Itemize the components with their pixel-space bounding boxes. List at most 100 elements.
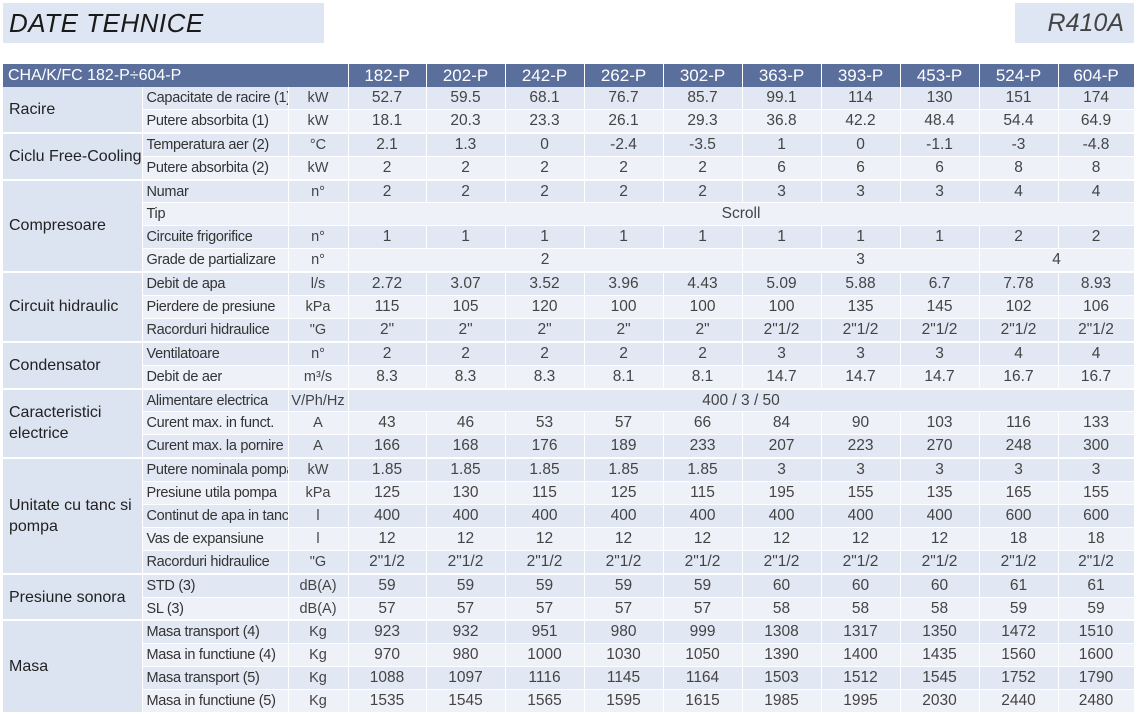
value-cell: 2.72 [348, 272, 427, 297]
value-cell: 115 [663, 481, 743, 506]
parameter-label: Putere nominala pompa [142, 458, 289, 483]
value-cell: 400 [348, 504, 427, 528]
value-cell: 12 [426, 527, 506, 551]
group-label: Ciclu Free-Cooling [3, 132, 143, 181]
value-cell: 135 [821, 295, 901, 319]
value-cell: 36.8 [742, 109, 822, 134]
parameter-label: Pierdere de presiune [142, 295, 289, 319]
value-cell: 400 [584, 504, 664, 528]
value-cell: 2"1/2 [348, 550, 427, 575]
unit-cell: l [288, 504, 349, 528]
value-cell: 1510 [1058, 620, 1135, 645]
value-cell: 195 [742, 481, 822, 506]
value-cell: 29.3 [663, 109, 743, 134]
table-row: Caracteristici electrice Alimentare elect… [3, 388, 1135, 460]
table-row: Vas de expansiune l 12 12 12 12 12 12 12 12 18 18 [3, 527, 1135, 551]
table-row: Condensator Ventilatoare n° 2 2 2 2 2 3 3 3 4 4 [3, 341, 1135, 390]
group-label: Presiune sonora [3, 573, 143, 622]
value-cell: 2 [584, 341, 664, 366]
parameter-label: Masa transport (4) [142, 620, 289, 645]
group-label: Compresoare [3, 179, 143, 274]
model-header: 604-P [1058, 64, 1135, 87]
value-cell: 2 [505, 179, 585, 204]
value-cell: 1000 [505, 643, 585, 668]
value-cell: 1390 [742, 643, 822, 668]
parameter-label: Vas de expansiune [142, 527, 289, 551]
refrigerant-label: R410A [1047, 9, 1124, 37]
parameter-label: Ventilatoare [142, 341, 289, 366]
value-cell: 8.3 [348, 365, 427, 390]
value-cell: 59 [348, 573, 427, 598]
value-cell: 130 [426, 481, 506, 506]
value-cell: 3.52 [505, 272, 585, 297]
value-cell: 1116 [505, 666, 585, 691]
table-row: Curent max. la pornire A 166 168 176 189 233 20… [3, 434, 1135, 460]
value-cell: 189 [584, 434, 664, 460]
value-cell: 980 [426, 643, 506, 668]
value-cell: 59 [584, 573, 664, 598]
value-cell: 2 [348, 179, 427, 204]
value-cell: 58 [742, 597, 822, 622]
value-cell: 105 [426, 295, 506, 319]
model-header: 182-P [348, 64, 427, 87]
group-label: Caracteristici electrice [3, 388, 143, 460]
value-cell: 8.1 [663, 365, 743, 390]
value-cell: 2" [348, 318, 427, 343]
parameter-label: SL (3) [142, 597, 289, 622]
value-cell: 18.1 [348, 109, 427, 134]
table-row: Circuit hidraulic Debit de apa l/s 2.72 3.07… [3, 272, 1135, 343]
value-cell: 1.3 [426, 132, 506, 157]
value-cell: 59.5 [426, 87, 506, 110]
model-header: 393-P [821, 64, 901, 87]
value-cell: 3.07 [426, 272, 506, 297]
value-cell: 59 [663, 573, 743, 598]
value-cell: 1088 [348, 666, 427, 691]
value-cell: 2480 [1058, 689, 1135, 714]
value-cell: 1512 [821, 666, 901, 691]
value-cell: 18 [979, 527, 1059, 551]
table-row: Grade de partializare n° 2 3 4 [3, 248, 1135, 274]
value-cell: 3 [900, 179, 980, 204]
value-cell: -4.8 [1058, 132, 1135, 157]
value-cell: 6 [821, 156, 901, 181]
model-header: 363-P [742, 64, 822, 87]
value-cell: 3 [900, 341, 980, 366]
parameter-label: Curent max. in funct. [142, 411, 289, 436]
value-cell: 106 [1058, 295, 1135, 319]
value-cell: 2 [979, 225, 1059, 250]
value-cell: 600 [1058, 504, 1135, 528]
value-cell: 60 [821, 573, 901, 598]
table-row: Compresoare Numar n° 2 2 2 2 2 3 3 3 4 4 [3, 179, 1135, 274]
parameter-label: Tip [142, 202, 289, 227]
table-row: Masa in functiune (5) Kg 1535 1545 1565 1595 1… [3, 689, 1135, 714]
refrigerant-banner: R410A [1015, 3, 1134, 43]
value-cell: 59 [426, 573, 506, 598]
table-row: Racorduri hidraulice "G 2" 2" 2" 2" 2" 2"1/2 2"1… [3, 318, 1135, 343]
table-row: Putere absorbita (2) kW 2 2 2 2 2 6 6 6 8 8 [3, 156, 1135, 181]
value-cell: 2"1/2 [1058, 318, 1135, 343]
parameter-label: Masa in functiune (4) [142, 643, 289, 668]
value-cell: 2"1/2 [821, 550, 901, 575]
value-cell: 1.85 [663, 458, 743, 483]
parameter-label: Curent max. la pornire [142, 434, 289, 460]
value-cell: 2"1/2 [979, 318, 1059, 343]
value-cell: 155 [1058, 481, 1135, 506]
page-title: DATE TEHNICE [9, 8, 204, 38]
value-cell: 2 [584, 179, 664, 204]
value-cell: 120 [505, 295, 585, 319]
value-cell: 2 [505, 341, 585, 366]
parameter-label: Grade de partializare [142, 248, 289, 274]
value-cell: 980 [584, 620, 664, 645]
model-header: 202-P [426, 64, 506, 87]
group-label: Racire [3, 87, 143, 134]
unit-cell: Kg [288, 666, 349, 691]
unit-cell: A [288, 411, 349, 436]
value-cell: 2"1/2 [584, 550, 664, 575]
value-cell: 1 [900, 225, 980, 250]
value-cell: -2.4 [584, 132, 664, 157]
value-cell: 1435 [900, 643, 980, 668]
value-cell: 2 [584, 156, 664, 181]
parameter-label: Presiune utila pompa [142, 481, 289, 506]
value-cell: 223 [821, 434, 901, 460]
value-cell: 2"1/2 [742, 318, 822, 343]
